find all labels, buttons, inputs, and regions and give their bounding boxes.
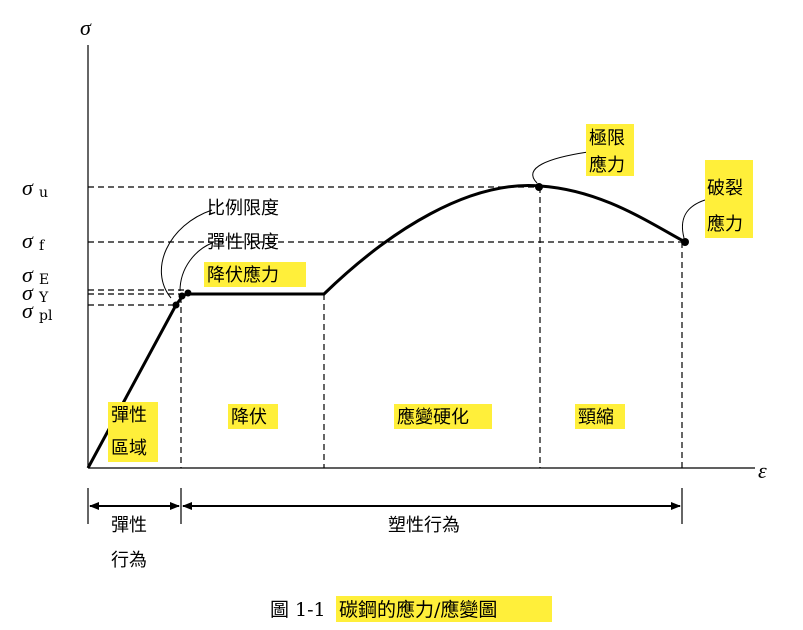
sigma-y-label: σ Y [22,280,49,306]
yield-stress-label: 降伏應力 [207,264,279,286]
ultimate-point [535,183,543,191]
elastic-region-label-line1: 彈性 [111,405,147,426]
elastic-limit-leader [179,242,213,292]
svg-text:E: E [39,272,49,288]
ultimate-leader [532,151,589,184]
ultimate-stress-label-line1: 極限 [589,128,625,149]
fracture-stress-label-line1: 破裂 [707,178,743,199]
svg-text:σ: σ [22,280,34,305]
sigma-u-label: σ u [22,175,48,201]
yield-region-label: 降伏 [231,407,267,428]
elastic-limit-point [178,292,186,300]
sigma-pl-label: σ pl [22,298,53,324]
stress-strain-curve [86,184,686,469]
fracture-leader [682,199,706,239]
svg-text:σ: σ [22,228,34,253]
proportional-limit-point [172,301,180,309]
fracture-stress-label-line2: 應力 [707,213,743,235]
figure-caption-prefix: 圖 1-1 [270,599,326,621]
proportional-limit-leader [161,209,213,299]
svg-text:Y: Y [38,290,49,306]
y-axis-label: σ [80,15,92,40]
elastic-region-label-line2: 區域 [111,438,147,459]
ultimate-stress-label-line2: 應力 [589,154,625,176]
proportional-limit-label: 比例限度 [207,198,279,219]
svg-text:σ: σ [22,262,34,287]
sigma-f-label: σ f [22,228,46,254]
svg-text:pl: pl [39,308,53,324]
x-axis-label: ε [758,458,767,483]
strain-hardening-region-label: 應變硬化 [397,406,469,428]
necking-region-label: 頸縮 [578,407,614,428]
yield-point [184,289,192,297]
elastic-limit-label: 彈性限度 [207,232,279,253]
figure-caption-title: 碳鋼的應力/應變圖 [339,598,497,621]
fracture-point [681,238,689,246]
svg-text:u: u [39,185,48,201]
svg-text:f: f [39,238,46,254]
plastic-behavior-label: 塑性行為 [388,515,460,536]
elastic-behavior-label-line1: 彈性 [111,515,147,536]
svg-text:σ: σ [22,175,34,200]
sigma-e-label: σ E [22,262,49,288]
svg-text:σ: σ [22,298,34,323]
elastic-behavior-label-line2: 行為 [111,550,147,571]
